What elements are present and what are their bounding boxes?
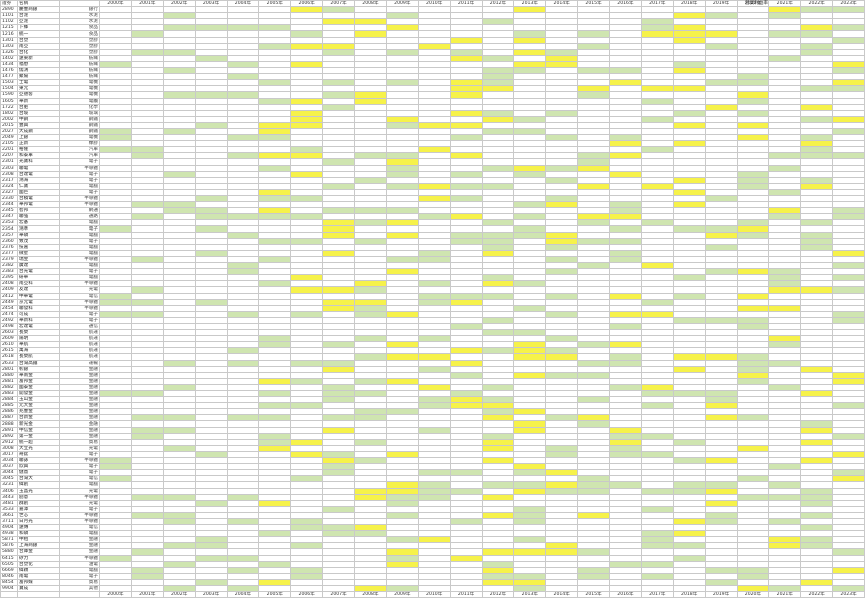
footer-year-cell[interactable]: 2019年: [704, 591, 738, 599]
footer-year-cell[interactable]: 2023年: [832, 591, 865, 599]
table-row: 2344 華邦電 半導體: [0, 201, 865, 209]
table-row: 6505 台塑化 油電: [0, 560, 865, 568]
table-row: 2317 鴻海 電子: [0, 176, 865, 184]
footer-year-cell[interactable]: 2006年: [290, 591, 324, 599]
table-row: 1434 福懋 紡織: [0, 60, 865, 69]
table-row: 4904 遠傳 電信: [0, 524, 865, 532]
footer-year-cell[interactable]: 2012年: [481, 591, 515, 599]
footer-year-cell[interactable]: 2009年: [385, 591, 419, 599]
header-caption: 營業利益率: [745, 1, 768, 6]
table-row: 1722 台肥 化學: [0, 103, 865, 111]
table-row: 2376 技嘉 電腦: [0, 243, 865, 251]
table-row: 3008 大立光 光電: [0, 444, 865, 452]
table-row: 2105 正新 橡膠: [0, 140, 865, 148]
table-row: 9904 寶成 其他: [0, 584, 865, 593]
table-row: 3037 欣興 電子: [0, 463, 865, 471]
table-row: 2454 聯發科 半導體: [0, 304, 865, 312]
table-row: 2308 台達電 電子: [0, 170, 865, 178]
table-row: 8046 南電 電子: [0, 572, 865, 580]
table-row: 3661 世芯 半導體: [0, 511, 865, 519]
footer-name-cell[interactable]: [17, 591, 60, 599]
table-row: 2360 致茂 電子: [0, 237, 865, 245]
table-row: 2327 國巨 電子: [0, 188, 865, 197]
table-row: 1504 東元 電機: [0, 85, 865, 93]
footer-year-cell[interactable]: 2022年: [800, 591, 834, 599]
table-row: 2409 友達 光電: [0, 286, 865, 294]
table-row: 1477 聚陽 紡織: [0, 73, 865, 81]
table-row: 3034 聯詠 半導體: [0, 457, 865, 465]
table-row: 2301 光寶科 電子: [0, 158, 865, 166]
footer-year-cell[interactable]: 2001年: [130, 591, 164, 599]
table-row: 1301 台塑 塑膠: [0, 36, 865, 44]
footer-year-cell[interactable]: 2015年: [577, 591, 610, 599]
table-row: 3231 緯創 電腦: [0, 481, 865, 489]
table-row: 2474 可成 電子: [0, 310, 865, 318]
footer-year-cell[interactable]: 2016年: [609, 591, 642, 599]
footer-year-cell[interactable]: 2018年: [672, 591, 706, 599]
footer-year-cell[interactable]: 2003年: [194, 591, 228, 599]
table-row: 2912 統一超 貿易: [0, 438, 865, 446]
footer-year-cell[interactable]: 2007年: [322, 591, 355, 599]
footer-year-cell[interactable]: 2000年: [99, 591, 132, 599]
footer-year-cell[interactable]: 2008年: [354, 591, 387, 599]
table-row: 6669 緯穎 電腦: [0, 566, 865, 574]
footer-row: 2000年 2001年 2002年 2003年 2004年 2005年 2006年 2007年…: [0, 591, 865, 599]
footer-year-cell[interactable]: 2014年: [545, 591, 579, 599]
table-row: 5876 上海商銀 金融: [0, 542, 865, 550]
table-row: 2884 玉山金 金融: [0, 396, 865, 404]
footer-year-cell[interactable]: 2013年: [513, 591, 547, 599]
footer-year-cell[interactable]: 2011年: [449, 591, 483, 599]
table-row: 2347 聯強 通路: [0, 213, 865, 221]
table-row: 2887 台新金 金融: [0, 414, 865, 422]
footer-year-cell[interactable]: 2010年: [417, 591, 451, 599]
footer-category-cell[interactable]: [59, 591, 100, 599]
footer-year-cell[interactable]: 2004年: [226, 591, 260, 599]
table-row: 2207 和泰車 汽車: [0, 152, 865, 160]
footer-year-cell[interactable]: 2017年: [640, 591, 674, 599]
footer-year-cell[interactable]: 2021年: [768, 591, 802, 599]
table-row: 1215 卜蜂 食品: [0, 24, 865, 32]
table-row: 2357 華碩 電腦: [0, 231, 865, 239]
table-row: 1605 華新 電纜: [0, 97, 865, 105]
table-row: 2345 智邦 網通: [0, 207, 865, 215]
footer-year-cell[interactable]: 2002年: [162, 591, 196, 599]
footer-code-cell[interactable]: [0, 591, 18, 599]
footer-year-cell[interactable]: 2020年: [736, 591, 770, 599]
table-row: 2885 元大金 金融: [0, 402, 865, 410]
footer-year-cell[interactable]: 2005年: [258, 591, 292, 599]
